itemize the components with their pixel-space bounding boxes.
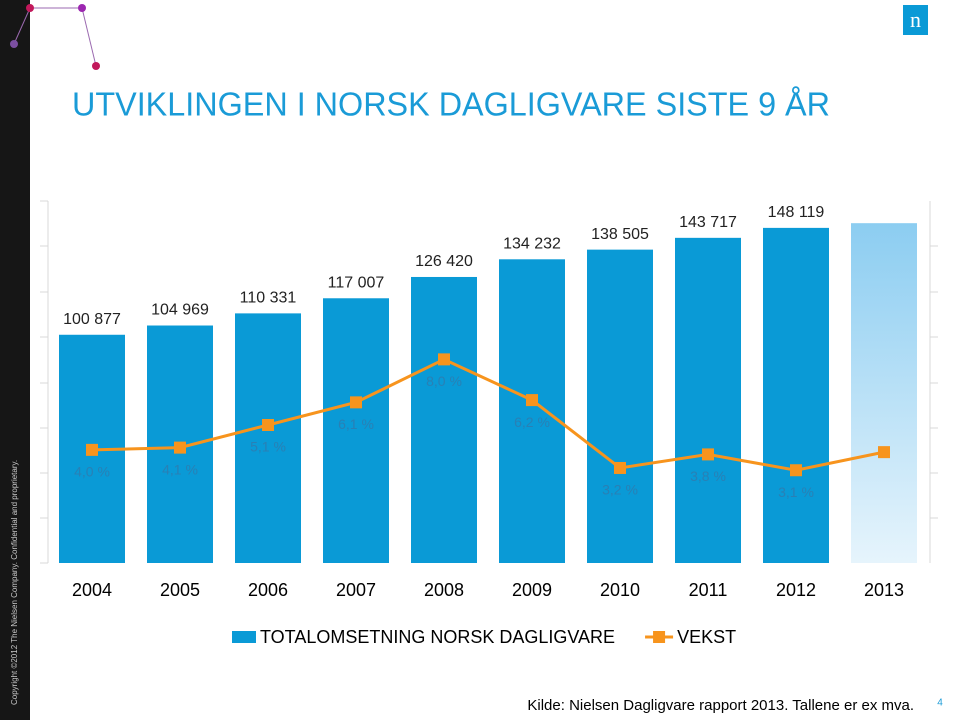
x-tick-label: 2004 — [72, 580, 112, 600]
bar-label: 134 232 — [503, 236, 561, 253]
x-tick-label: 2008 — [424, 580, 464, 600]
x-tick-label: 2007 — [336, 580, 376, 600]
logo-text: n — [910, 7, 921, 32]
line-marker — [526, 394, 538, 407]
legend-label: TOTALOMSETNING NORSK DAGLIGVARE — [260, 627, 615, 647]
x-tick-label: 2009 — [512, 580, 552, 600]
bar — [499, 259, 565, 563]
bar — [323, 298, 389, 563]
line-marker — [174, 441, 186, 454]
x-tick-label: 2011 — [689, 580, 728, 600]
line-label: 6,1 % — [338, 416, 374, 432]
line-label: 4,0 % — [74, 464, 110, 480]
bar — [411, 276, 477, 563]
line-label: 8,0 % — [426, 373, 462, 389]
decor — [10, 4, 100, 70]
bar-label: 110 331 — [240, 290, 297, 307]
source: Kilde: Nielsen Dagligvare rapport 2013. … — [527, 697, 914, 714]
x-tick-label: 2006 — [248, 580, 288, 600]
line-marker — [350, 396, 362, 409]
x-tick-label: 2013 — [864, 580, 904, 600]
bar — [587, 249, 653, 563]
line-marker — [790, 464, 802, 477]
page-number: 4 — [937, 698, 943, 709]
x-tick-label: 2012 — [776, 580, 816, 600]
line-marker — [262, 418, 274, 431]
copyright: Copyright ©2012 The Nielsen Company. Con… — [10, 460, 19, 705]
line-marker — [438, 353, 450, 366]
title: UTVIKLINGEN I NORSK DAGLIGVARE SISTE 9 Å… — [72, 86, 830, 123]
bar-label: 148 119 — [768, 204, 825, 221]
bar-label: 126 420 — [415, 253, 473, 270]
x-tick-label: 2005 — [160, 580, 200, 600]
bar-label: 143 717 — [679, 214, 737, 231]
bar — [675, 237, 741, 564]
line-label: 6,2 % — [514, 414, 550, 430]
bar-label: 104 969 — [151, 302, 209, 319]
line-marker — [614, 461, 626, 474]
line — [91, 357, 885, 472]
line-marker — [702, 448, 714, 461]
line-label: 4,1 % — [162, 461, 198, 477]
bar — [763, 227, 829, 563]
side-strip — [0, 0, 30, 720]
line-marker — [86, 443, 98, 456]
legend-label: VEKST — [677, 627, 736, 647]
bar-label: 117 007 — [328, 274, 385, 291]
bar — [235, 313, 301, 563]
x-tick-label: 2010 — [600, 580, 640, 600]
line-label: 3,1 % — [778, 484, 814, 500]
line-marker — [878, 446, 890, 459]
bar — [851, 223, 917, 564]
bar-label: 100 877 — [63, 311, 121, 328]
line-label: 3,8 % — [690, 468, 726, 484]
bar-label: 138 505 — [591, 226, 649, 243]
logo — [903, 5, 928, 35]
legend-swatch — [653, 631, 666, 643]
frame — [40, 200, 938, 564]
line-label: 5,1 % — [250, 439, 286, 455]
line-label: 3,2 % — [602, 482, 638, 498]
legend-swatch — [232, 631, 256, 643]
